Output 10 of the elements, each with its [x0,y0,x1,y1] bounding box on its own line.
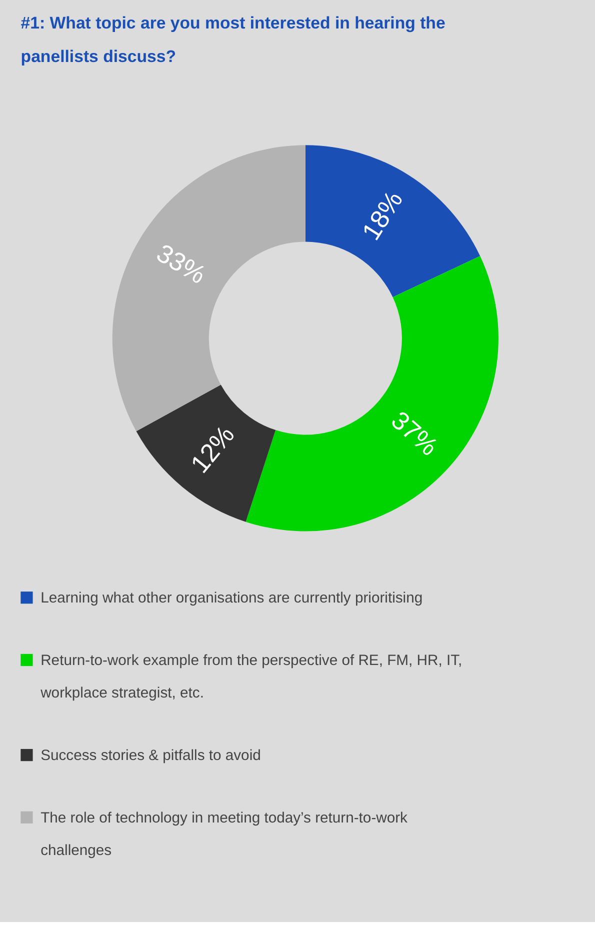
legend-label: Learning what other organisations are currently prioritising [40,590,423,607]
legend-label: Success stories & pitfalls to avoid [40,748,261,764]
legend-label: Return-to-work example from the perspective of RE, FM, HR, IT, workplace strategist, etc. [40,652,462,702]
data-label: 33% [152,239,210,290]
donut-slice [305,145,480,298]
data-label: 37% [386,406,443,462]
donut-slice [136,384,276,522]
donut-slice [246,256,498,531]
chart-title: #1: What topic are you most interested in hearing the panellists discuss? [20,13,446,66]
legend-label: The role of technology in meeting today’s return-to-work challenges [40,810,408,860]
